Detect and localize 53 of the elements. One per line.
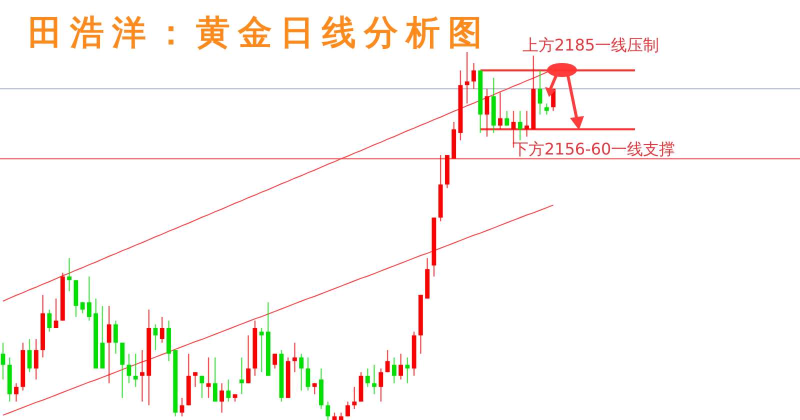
candlestick <box>126 353 132 384</box>
candlestick <box>206 356 211 399</box>
candlestick <box>239 356 244 395</box>
candlestick <box>153 324 158 351</box>
candlestick <box>114 320 118 354</box>
candlestick <box>80 302 85 314</box>
candlestick <box>398 353 403 380</box>
candlestick <box>312 382 317 395</box>
candlestick <box>220 382 224 414</box>
candlestick <box>259 327 264 373</box>
candlestick <box>484 88 490 138</box>
candlestick <box>0 342 6 380</box>
candlestick <box>498 92 502 130</box>
candlestick <box>392 356 396 384</box>
candlestick <box>140 349 144 402</box>
candlestick <box>365 368 370 388</box>
candlestick <box>120 342 125 399</box>
candlestick <box>352 386 357 410</box>
candlestick <box>226 378 231 402</box>
candlestick <box>378 368 384 402</box>
candlestick <box>34 338 38 380</box>
candlestick <box>200 375 204 399</box>
candlestick <box>299 353 304 392</box>
candlestick <box>47 309 52 332</box>
candlestick <box>544 102 549 116</box>
candlestick <box>246 334 251 384</box>
candlestick <box>524 110 529 138</box>
candlestick <box>292 342 297 373</box>
candlestick <box>472 62 476 90</box>
ref-line-label: 上方2185一线压制 <box>522 35 660 54</box>
chart-title: 田浩洋：黄金日线分析图 <box>28 13 490 53</box>
candlestick <box>346 401 350 417</box>
candlestick <box>86 276 92 322</box>
candlestick <box>160 316 164 344</box>
candlestick <box>405 356 410 384</box>
candlestick <box>106 305 112 384</box>
candlestick <box>518 110 522 141</box>
candlestick <box>385 349 390 373</box>
candlestick <box>193 372 198 388</box>
candlestick <box>464 51 470 104</box>
candlestick <box>14 382 18 402</box>
legend-label: 下方2156-60一线支撑 <box>512 139 676 158</box>
candlestick <box>67 257 72 292</box>
candlestick <box>326 401 330 420</box>
candlestick <box>54 298 58 329</box>
candlestick <box>372 364 376 395</box>
candlestick <box>538 70 542 116</box>
candlestick <box>133 353 138 388</box>
candlestick <box>27 338 32 373</box>
candlestick <box>212 356 218 402</box>
candlestick <box>504 110 510 126</box>
candlestick <box>306 356 310 392</box>
candlestick <box>272 353 278 370</box>
